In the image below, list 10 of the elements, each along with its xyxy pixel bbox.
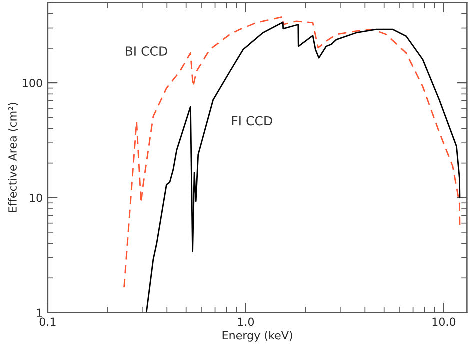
y-tick-label: 10 <box>30 194 42 202</box>
y-tick-label: 1 <box>37 308 42 317</box>
y-tick-label: 100 <box>23 79 42 88</box>
x-tick-label: 1.0 <box>238 318 254 326</box>
y-axis-title: Effective Area (cm²) <box>8 103 18 212</box>
x-tick-label: 0.1 <box>40 318 56 326</box>
x-tick-label: 10.0 <box>432 318 456 326</box>
series-label: BI CCD <box>126 46 168 56</box>
x-axis-title: Energy (keV) <box>222 331 292 342</box>
series-label: FI CCD <box>232 116 272 126</box>
